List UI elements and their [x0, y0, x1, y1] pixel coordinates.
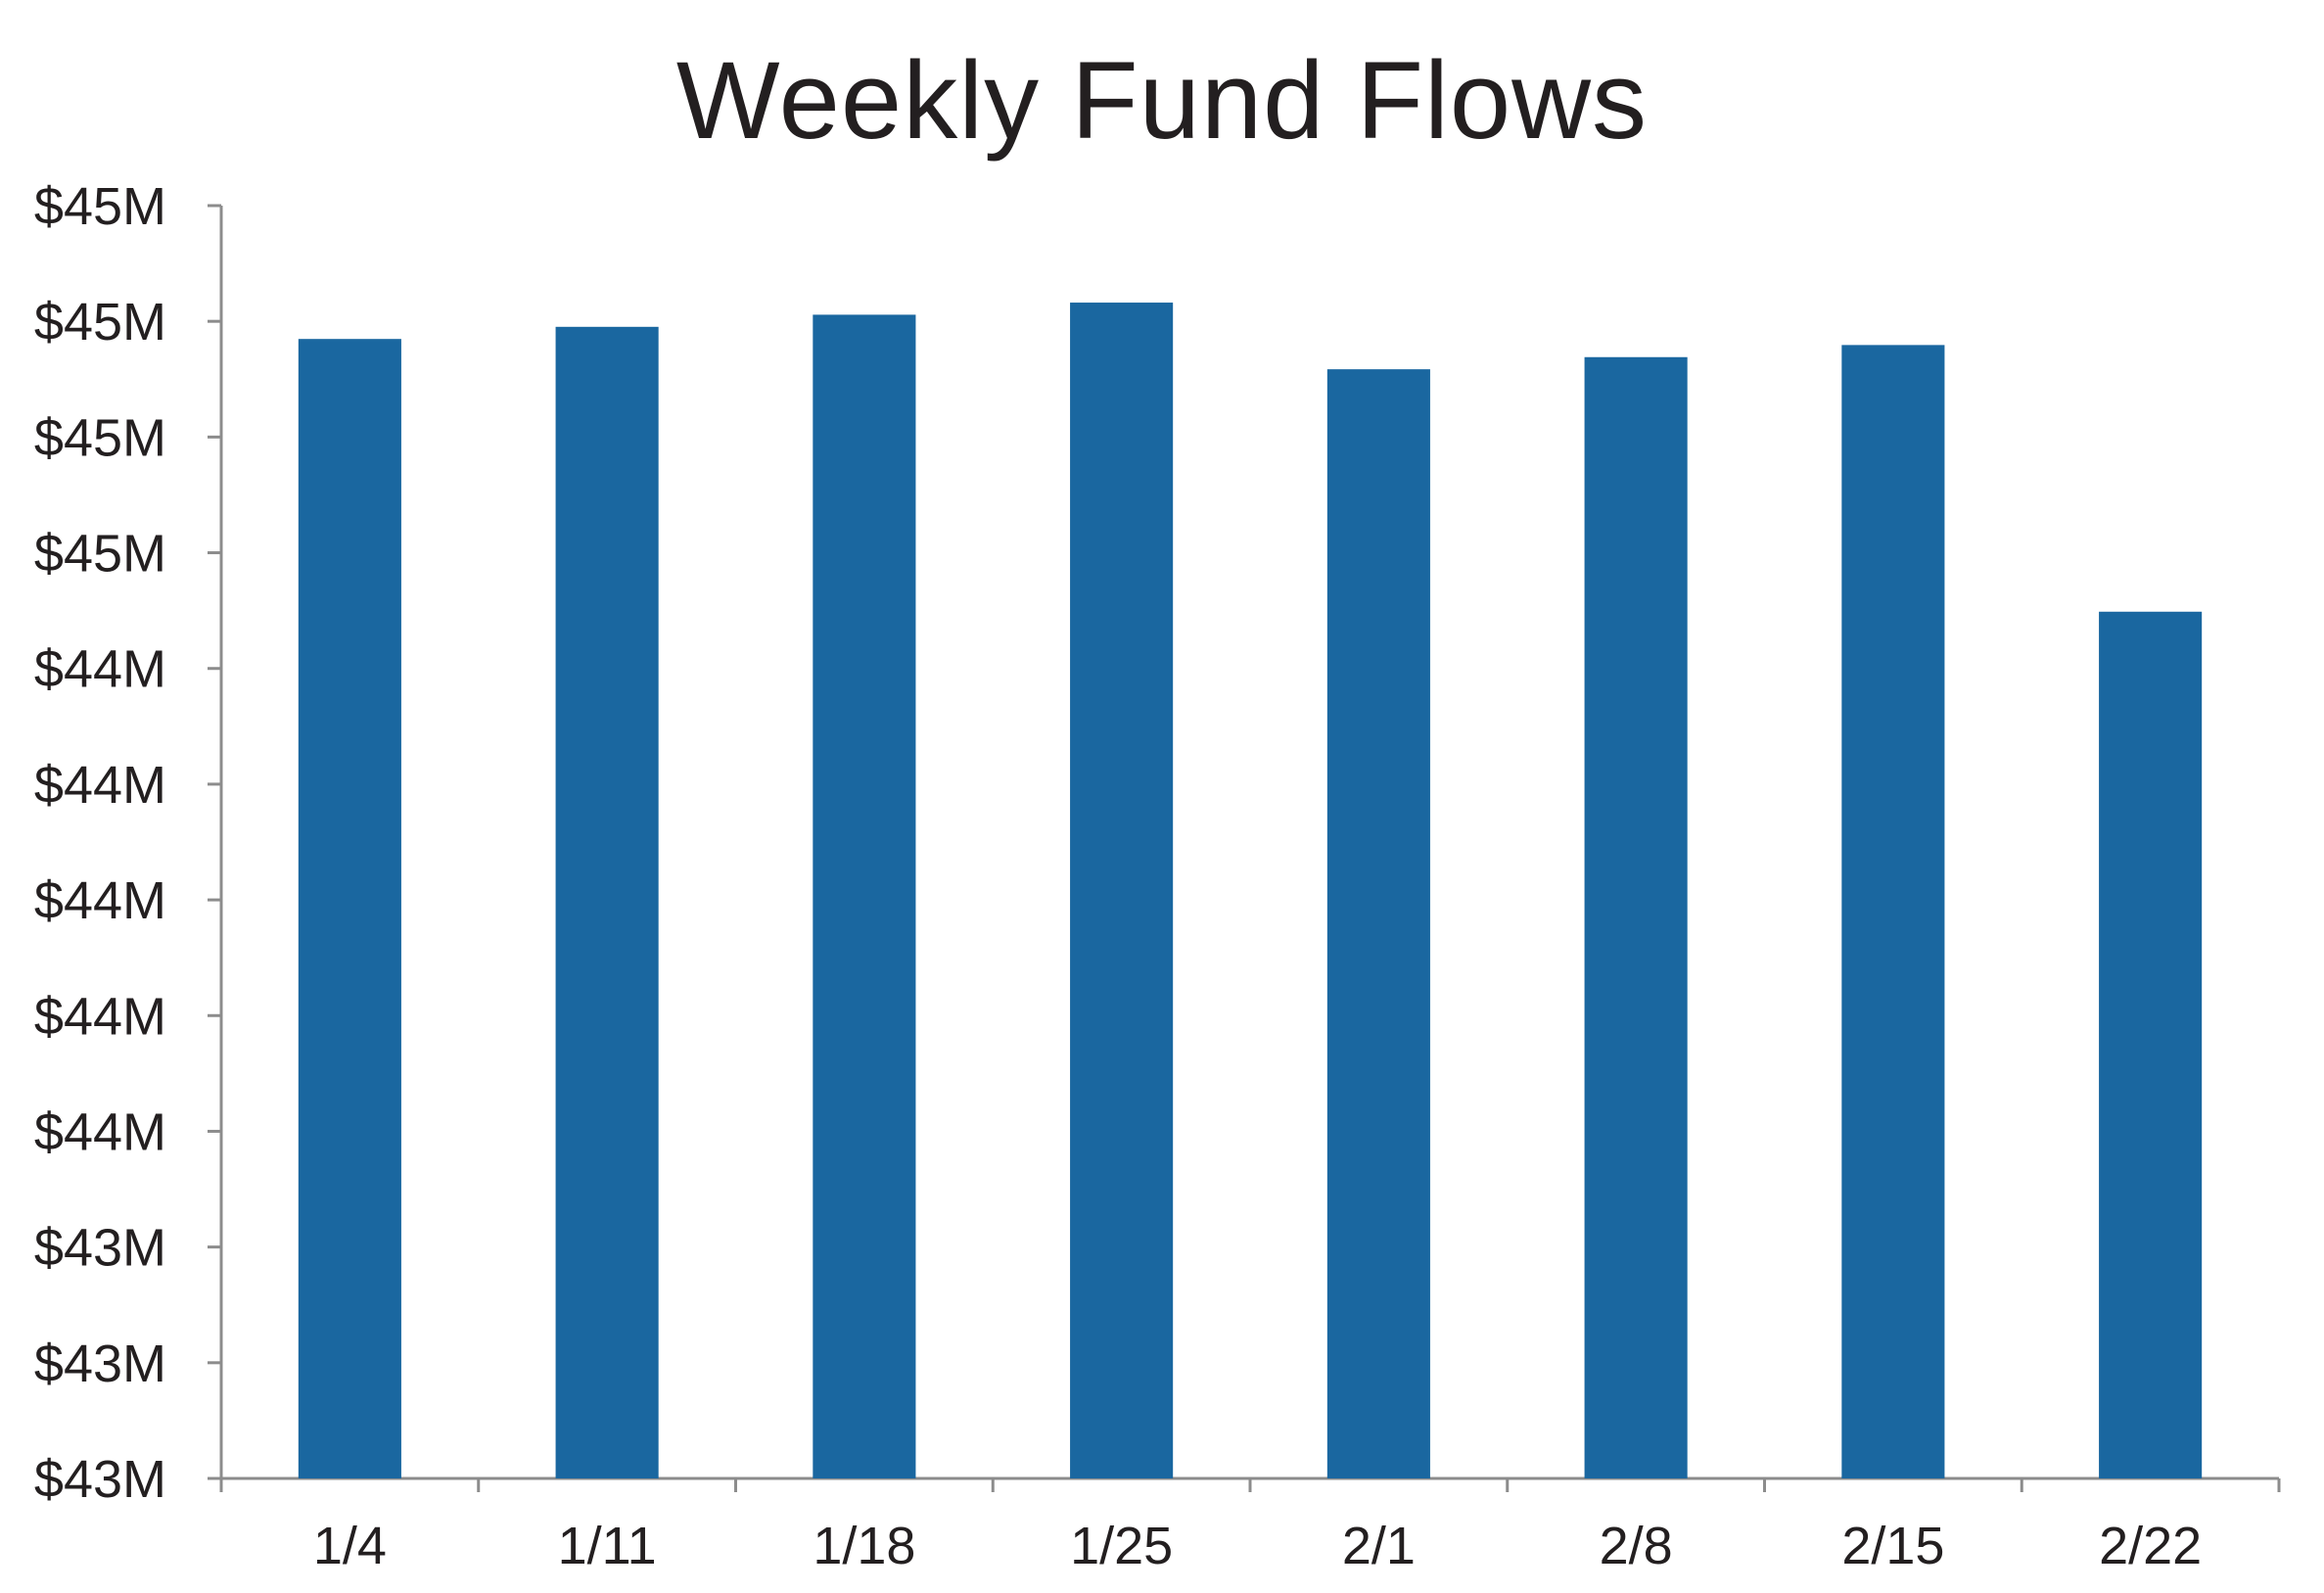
x-tick-label: 1/4 [313, 1517, 387, 1575]
y-tick-label: $45M [34, 408, 166, 467]
y-tick-label: $43M [34, 1219, 166, 1278]
y-axis: $45M $45M $45M $45M $44M $44M $44M $44M $44M $43M… [34, 177, 223, 1509]
x-tick-label: 2/15 [1841, 1517, 1944, 1575]
x-tick-label: 1/18 [813, 1517, 915, 1575]
y-tick-label: $43M [34, 1450, 166, 1509]
y-tick-label: $45M [34, 293, 166, 351]
x-tick-label: 1/11 [558, 1517, 657, 1575]
bar-2-22 [2099, 611, 2203, 1478]
y-tick-label: $45M [34, 177, 166, 236]
y-tick-label: $44M [34, 987, 166, 1046]
x-tick-label: 2/1 [1342, 1517, 1416, 1575]
y-tick-label: $44M [34, 640, 166, 699]
bar-1-11 [555, 326, 659, 1478]
bars [298, 303, 2203, 1479]
bar-2-15 [1841, 345, 1945, 1478]
bar-1-25 [1070, 303, 1174, 1478]
x-tick-label: 2/22 [2099, 1517, 2202, 1575]
x-tick-label: 1/25 [1070, 1517, 1173, 1575]
y-tick-label: $43M [34, 1335, 166, 1393]
bar-2-8 [1584, 356, 1688, 1478]
y-tick-label: $44M [34, 756, 166, 815]
bar-1-18 [813, 314, 916, 1478]
bar-2-1 [1326, 369, 1430, 1479]
x-axis: 1/4 1/11 1/18 1/25 2/1 2/8 2/15 2/22 [219, 1476, 2281, 1575]
chart-title: Weekly Fund Flows [675, 39, 1649, 162]
bar-1-4 [298, 339, 401, 1479]
x-tick-label: 2/8 [1600, 1517, 1673, 1575]
y-tick-label: $44M [34, 871, 166, 930]
y-tick-label: $45M [34, 525, 166, 584]
y-tick-label: $44M [34, 1102, 166, 1161]
